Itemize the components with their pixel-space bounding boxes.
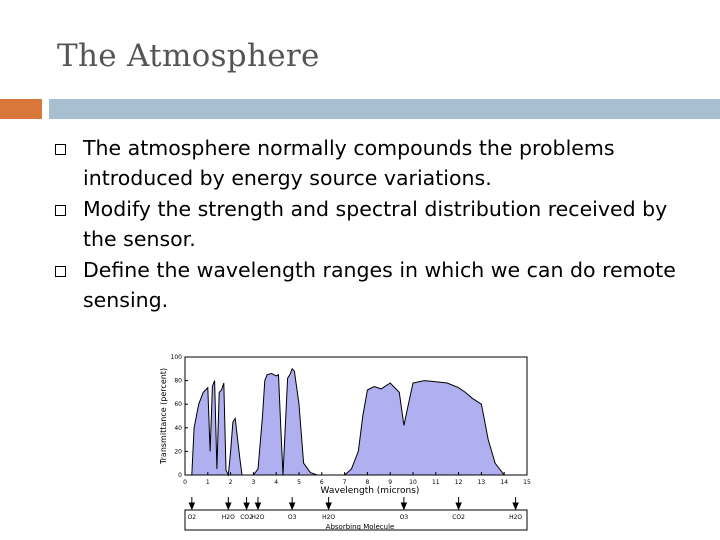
transmittance-area — [191, 367, 506, 477]
x-tick-label: 13 — [478, 479, 486, 486]
absorption-arrow-icon — [188, 497, 196, 511]
bullet-item: The atmosphere normally compounds the pr… — [55, 134, 695, 193]
square-bullet-icon — [55, 266, 66, 277]
x-tick-label: 9 — [388, 479, 392, 486]
plot-frame — [184, 356, 528, 476]
molecules-axis-label: Absorbing Molecule — [326, 523, 395, 531]
absorption-arrow-icon — [455, 497, 462, 511]
y-tick-label: 40 — [174, 425, 182, 432]
bullet-text: Modify the strength and spectral distrib… — [83, 197, 668, 251]
x-tick-label: 4 — [274, 479, 278, 486]
title-accent-bar-orange — [0, 99, 42, 119]
bullet-list: The atmosphere normally compounds the pr… — [55, 134, 695, 317]
bullet-item: Modify the strength and spectral distrib… — [55, 195, 695, 254]
x-tick-label: 0 — [183, 479, 187, 486]
absorption-arrow-icon — [512, 497, 519, 511]
y-axis-label: Transmittance (percent) — [159, 368, 168, 465]
slide-title: The Atmosphere — [57, 38, 320, 74]
absorption-arrow-icon — [225, 497, 232, 511]
title-accent-bar-blue — [49, 99, 720, 119]
y-tick-label: 80 — [174, 378, 182, 385]
square-bullet-icon — [55, 205, 66, 216]
molecule-label: H2O — [322, 514, 335, 521]
absorption-arrow-icon — [254, 497, 262, 511]
molecule-label: O2 — [188, 514, 197, 521]
x-axis-ticks: 0 1 2 3 4 5 6 7 8 9 10 11 12 13 14 15 — [183, 472, 531, 486]
x-tick-label: 12 — [455, 479, 463, 486]
x-tick-label: 1 — [206, 479, 210, 486]
absorption-arrow-icon — [400, 497, 408, 511]
absorption-arrow-icon — [243, 497, 250, 511]
x-tick-label: 15 — [523, 479, 531, 486]
molecule-label: H2O — [222, 514, 235, 521]
molecules-frame — [184, 509, 528, 531]
y-axis-ticks: 0 20 40 60 80 100 — [171, 354, 188, 479]
absorption-arrow-icon — [288, 497, 296, 511]
square-bullet-icon — [55, 144, 66, 155]
bullet-item: Define the wavelength ranges in which we… — [55, 256, 695, 315]
x-tick-label: 11 — [432, 479, 440, 486]
x-tick-label: 3 — [251, 479, 255, 486]
bullet-text: The atmosphere normally compounds the pr… — [83, 136, 615, 190]
bullet-text: Define the wavelength ranges in which we… — [83, 258, 676, 312]
x-tick-label: 7 — [343, 479, 347, 486]
x-tick-label: 14 — [500, 479, 508, 486]
x-axis-label: Wavelength (microns) — [321, 486, 420, 496]
y-tick-label: 60 — [174, 401, 182, 408]
absorption-arrow-icon — [325, 497, 332, 511]
y-tick-label: 0 — [178, 472, 182, 479]
x-tick-label: 6 — [320, 479, 324, 486]
molecule-label: H2O — [509, 514, 522, 521]
molecule-label: H2O — [251, 514, 264, 521]
molecule-label: O3 — [288, 514, 297, 521]
x-tick-label: 8 — [365, 479, 369, 486]
molecule-label: O3 — [400, 514, 409, 521]
x-tick-label: 2 — [229, 479, 233, 486]
y-tick-label: 100 — [171, 354, 183, 361]
molecule-label: CO2 — [452, 514, 465, 521]
y-tick-label: 20 — [174, 448, 182, 455]
x-tick-label: 5 — [297, 479, 301, 486]
molecule-label: CO2 — [240, 514, 253, 521]
x-tick-label: 10 — [409, 479, 417, 486]
